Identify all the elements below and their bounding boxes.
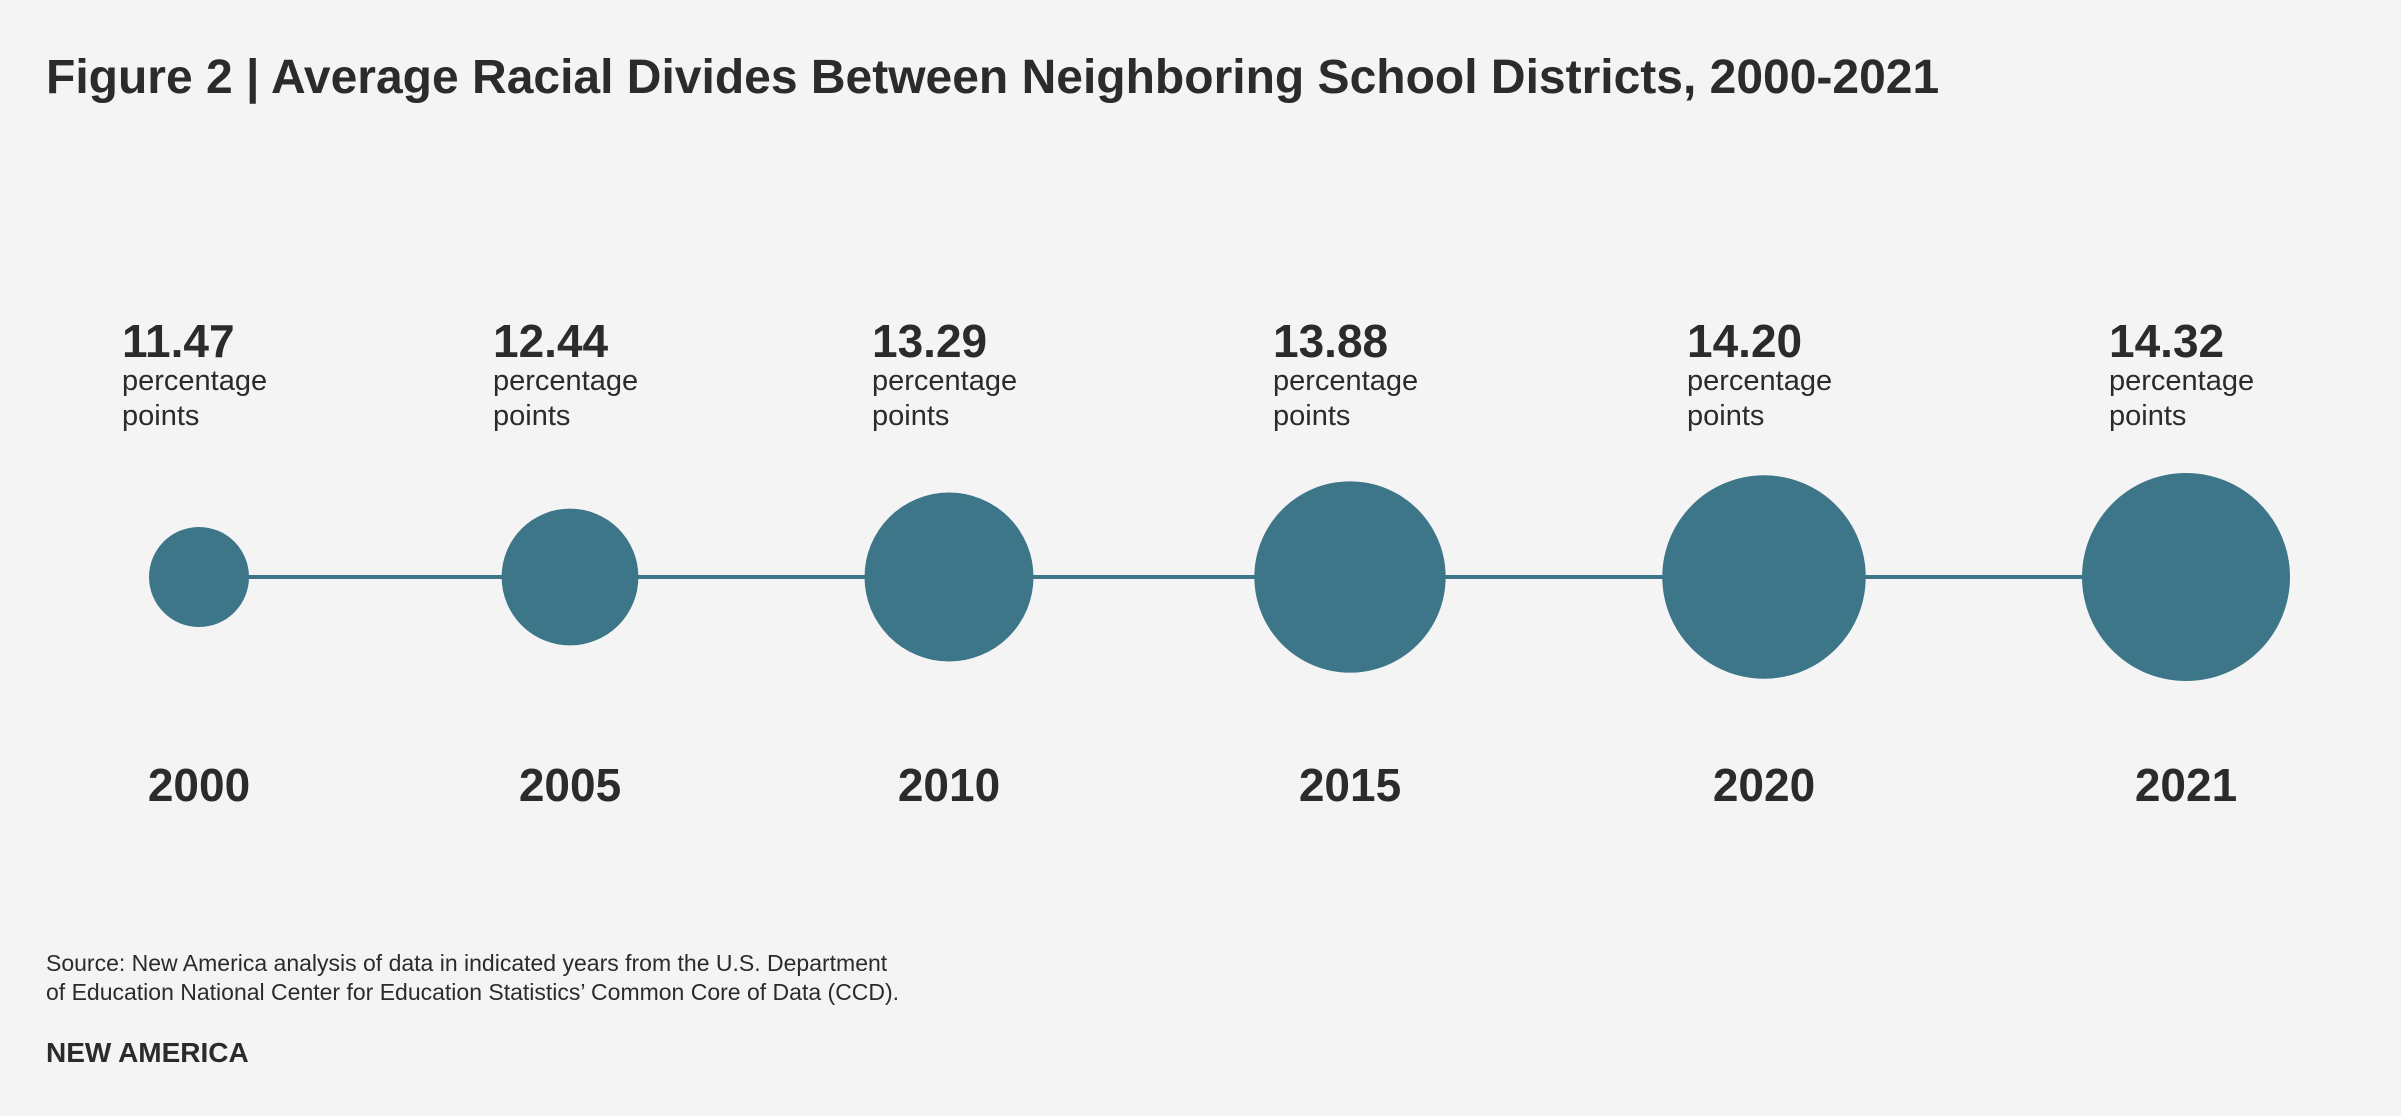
bubble (864, 492, 1034, 662)
value-label: 14.20 (1687, 315, 1803, 367)
value-label: 13.29 (872, 315, 988, 367)
unit-label: percentage points (1273, 365, 1419, 432)
unit-label: percentage points (872, 365, 1018, 432)
source-line: Source: New America analysis of data in … (46, 950, 888, 976)
unit-label: percentage points (2109, 365, 2255, 432)
bubble (1254, 481, 1446, 673)
year-label: 2020 (1712, 759, 1816, 811)
bubble (501, 508, 639, 646)
bubble (2082, 473, 2290, 681)
year-label: 2005 (518, 759, 622, 811)
brand: NEW AMERICA (46, 1037, 249, 1068)
chart-title: Figure 2 | Average Racial Divides Betwee… (46, 51, 1940, 104)
year-label: 2021 (2134, 759, 2238, 811)
source-line: of Education National Center for Educati… (46, 979, 900, 1005)
year-label: 2010 (897, 759, 1001, 811)
value-label: 13.88 (1273, 315, 1389, 367)
value-label: 12.44 (493, 315, 609, 367)
unit-label: percentage points (122, 365, 268, 432)
unit-label: percentage points (1687, 365, 1833, 432)
bubble (1662, 475, 1866, 679)
value-label: 14.32 (2109, 315, 2225, 367)
unit-label: percentage points (493, 365, 639, 432)
bubble (149, 527, 249, 627)
value-label: 11.47 (122, 315, 235, 367)
year-label: 2000 (147, 759, 251, 811)
year-label: 2015 (1298, 759, 1402, 811)
